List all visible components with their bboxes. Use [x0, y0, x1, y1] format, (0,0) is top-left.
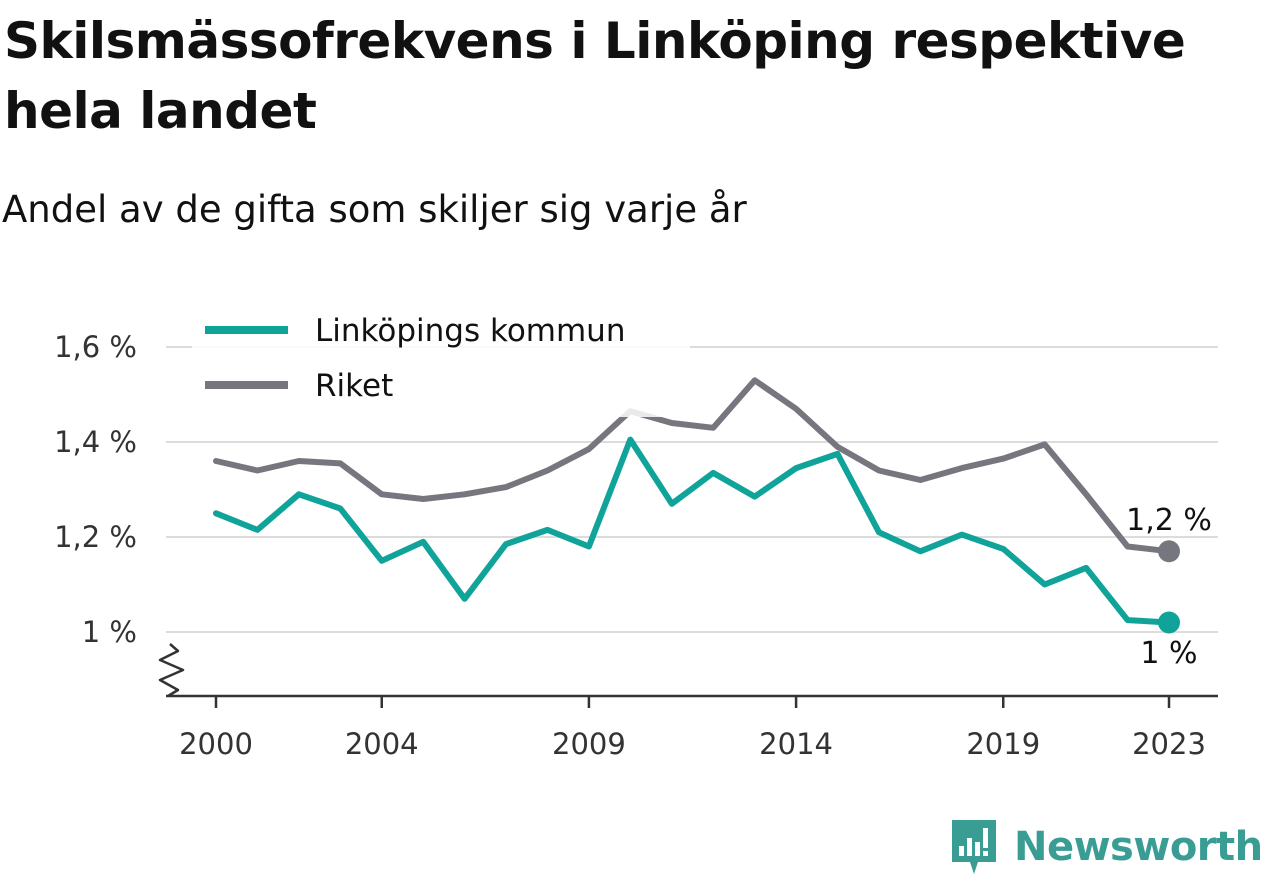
x-tick-label: 2023	[1132, 727, 1206, 761]
x-axis	[158, 643, 1218, 698]
end-labels: 1,2 % 1 %	[1126, 503, 1212, 671]
x-tick-label: 2004	[345, 727, 419, 761]
legend-label-riket: Riket	[315, 368, 393, 404]
newsworthy-icon	[952, 820, 996, 874]
brand-name: Newsworthy	[1014, 824, 1262, 870]
chart-title: Skilsmässofrekvens i Linköping respektiv…	[4, 12, 1186, 140]
series-lines	[213, 377, 1180, 634]
series-line-riket	[213, 377, 1172, 555]
y-tick-label: 1,2 %	[54, 520, 137, 554]
end-label-riket: 1,2 %	[1126, 503, 1212, 538]
x-tick-label: 2014	[759, 727, 833, 761]
line-chart: 1 %1,2 %1,4 %1,6 % 2000 2004 2009 2014 2019 2…	[54, 305, 1218, 761]
y-axis-break-icon	[158, 643, 185, 698]
legend-label-linkoping: Linköpings kommun	[315, 313, 625, 349]
y-tick-label: 1 %	[82, 615, 137, 649]
x-tick-label: 2000	[179, 727, 253, 761]
newsworthy-logo: Newsworthy	[948, 816, 1262, 878]
legend-background	[192, 305, 690, 417]
series-line-linkoping	[213, 436, 1172, 626]
x-tick-label: 2019	[966, 727, 1040, 761]
y-axis-ticks: 1 % 1,2 % 1,4 % 1,6 %	[54, 330, 137, 649]
y-tick-label: 1,4 %	[54, 425, 137, 459]
end-point-linkoping	[1158, 611, 1180, 634]
legend: Linköpings kommun Riket	[192, 305, 690, 417]
chart-subtitle: Andel av de gifta som skiljer sig varje …	[2, 188, 747, 231]
x-tick-label: 2009	[552, 727, 626, 761]
y-tick-label: 1,6 %	[54, 330, 137, 364]
end-label-linkoping: 1 %	[1140, 636, 1197, 671]
x-axis-ticks: 2000 2004 2009 2014 2019 2023	[179, 696, 1206, 761]
end-point-riket	[1158, 540, 1180, 563]
